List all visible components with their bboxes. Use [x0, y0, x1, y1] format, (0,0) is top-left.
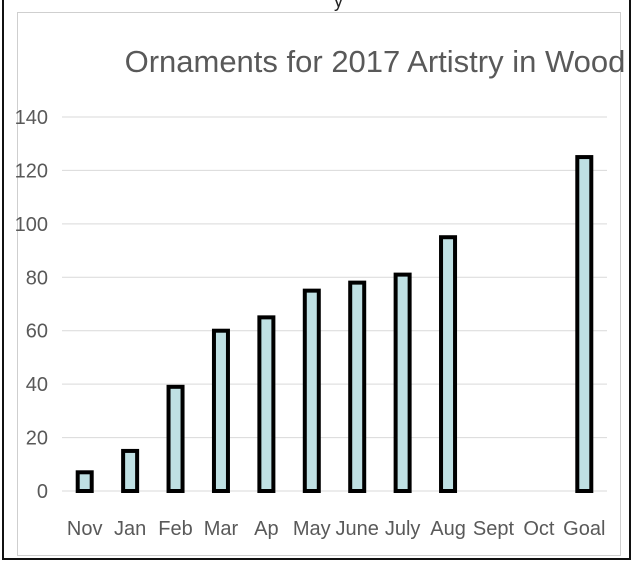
x-tick-label-may: May — [293, 518, 331, 540]
bar-july — [393, 272, 412, 493]
bar-mar — [211, 328, 230, 494]
bar-feb — [166, 384, 185, 494]
y-tick-label: 80 — [26, 267, 48, 289]
y-tick-label: 60 — [26, 321, 48, 343]
x-tick-label-ap: Ap — [254, 518, 278, 540]
bar-goal — [575, 155, 594, 493]
x-tick-label-goal: Goal — [563, 518, 605, 540]
y-tick-label: 100 — [15, 214, 48, 236]
x-tick-label-sept: Sept — [473, 518, 515, 540]
bar-may — [302, 288, 321, 493]
x-axis-ticks: Nov Jan Feb Mar Ap May June July Aug Sept Oct Goal — [67, 518, 605, 540]
bar-ap — [257, 315, 276, 493]
x-tick-label-july: July — [385, 518, 421, 540]
y-tick-label: 120 — [15, 160, 48, 182]
bar-june — [348, 280, 367, 493]
x-tick-label-oct: Oct — [523, 518, 555, 540]
x-tick-label-june: June — [336, 518, 379, 540]
x-tick-label-feb: Feb — [158, 518, 192, 540]
bar-aug — [439, 235, 458, 493]
y-axis-ticks: 0 20 40 60 80 100 120 140 — [15, 107, 48, 503]
y-tick-label: 140 — [15, 107, 48, 129]
bars — [75, 155, 594, 494]
y-tick-label: 0 — [37, 481, 48, 503]
x-tick-label-mar: Mar — [204, 518, 239, 540]
gridlines — [62, 116, 607, 492]
x-tick-label-jan: Jan — [114, 518, 146, 540]
bar-nov — [75, 470, 94, 493]
x-tick-label-nov: Nov — [67, 518, 103, 540]
bar-jan — [121, 448, 140, 493]
y-tick-label: 20 — [26, 428, 48, 450]
top-cut-text: y — [334, 0, 344, 11]
chart-title: Ornaments for 2017 Artistry in Wood — [125, 44, 626, 79]
y-tick-label: 40 — [26, 374, 48, 396]
x-tick-label-aug: Aug — [430, 518, 466, 540]
